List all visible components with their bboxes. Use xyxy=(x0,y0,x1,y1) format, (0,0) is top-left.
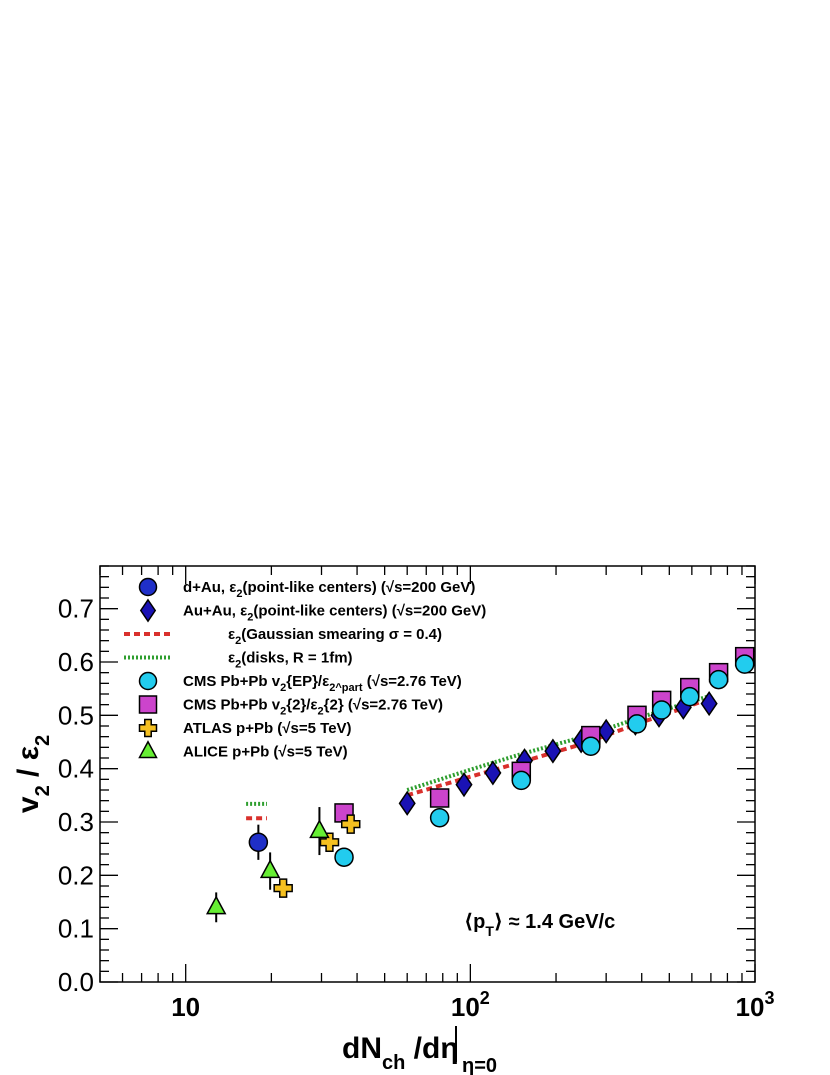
point-AuAu xyxy=(544,738,562,764)
y-tick-label: 0.2 xyxy=(58,860,94,890)
y-tick-label: 0.6 xyxy=(58,647,94,677)
y-tick-label: 0.1 xyxy=(58,914,94,944)
point-cms_ep xyxy=(734,654,755,674)
legend-label: Au+Au, ε2(point-like centers) (√s=200 Ge… xyxy=(183,603,486,624)
x-tick-label: 102 xyxy=(451,988,490,1022)
point-cms_ep xyxy=(651,700,672,720)
legend-marker-cms_ep xyxy=(138,671,158,691)
legend-label: ε2(disks, R = 1fm) xyxy=(228,650,353,671)
data-points xyxy=(205,646,755,923)
point-cms_ep xyxy=(581,736,601,757)
y-tick-label: 0.7 xyxy=(58,594,94,624)
legend-marker-atlas xyxy=(138,718,158,738)
legend-label: ALICE p+Pb (√s=5 TeV) xyxy=(183,744,348,761)
legend-marker-alice xyxy=(138,740,158,759)
legend-label: ATLAS p+Pb (√s=5 TeV) xyxy=(183,720,352,737)
point-atlas xyxy=(340,814,361,834)
point-cms_ep xyxy=(511,770,532,791)
point-alice xyxy=(309,819,330,839)
point-cms_2 xyxy=(429,788,450,808)
legend: d+Au, ε2(point-like centers) (√s=200 GeV… xyxy=(124,577,486,761)
point-cms_ep xyxy=(429,807,450,828)
legend-label: CMS Pb+Pb v2{2}/ε2{2} (√s=2.76 TeV) xyxy=(183,697,443,718)
y-tick-label: 0.3 xyxy=(58,807,94,837)
point-AuAu xyxy=(484,760,502,786)
point-AuAu xyxy=(597,718,615,744)
y-tick-label: 0.5 xyxy=(58,700,94,730)
x-tick-label: 103 xyxy=(736,988,775,1022)
legend-marker-AuAu xyxy=(139,598,157,623)
point-cms_ep xyxy=(708,669,729,690)
point-atlas xyxy=(319,832,340,853)
point-alice xyxy=(259,859,281,879)
point-AuAu xyxy=(398,790,416,816)
legend-marker-dAu xyxy=(138,577,158,597)
point-AuAu xyxy=(700,691,718,717)
legend-label: ε2(Gaussian smearing σ = 0.4) xyxy=(228,626,442,647)
legend-marker-cms_2 xyxy=(138,695,158,714)
point-cms_ep xyxy=(680,686,700,707)
x-axis-title-subscript: η=0 xyxy=(462,1055,497,1075)
plot-frame xyxy=(99,565,756,983)
point-alice xyxy=(205,895,227,915)
annotation: ⟨pT⟩ ≈ 1.4 GeV/c xyxy=(464,911,615,939)
point-AuAu xyxy=(455,772,473,798)
point-dAu xyxy=(248,832,269,853)
point-cms_ep xyxy=(334,847,354,867)
x-axis-title: dNch /dη xyxy=(342,1032,459,1074)
point-cms_ep xyxy=(627,714,647,734)
legend-label: CMS Pb+Pb v2{EP}/ε2^part (√s=2.76 TeV) xyxy=(183,673,462,694)
y-tick-label: 0.0 xyxy=(58,967,94,997)
x-tick-label: 10 xyxy=(171,992,200,1022)
y-tick-label: 0.4 xyxy=(58,754,94,784)
axis-ticks: 0.0 0.1 0.2 0.3 0.4 0.5 0.6 0.7 10 102 103 xyxy=(58,565,775,1022)
y-axis-title: v2 / ε2 xyxy=(12,735,54,813)
point-atlas xyxy=(273,878,293,898)
legend-label: d+Au, ε2(point-like centers) (√s=200 GeV… xyxy=(183,579,475,600)
